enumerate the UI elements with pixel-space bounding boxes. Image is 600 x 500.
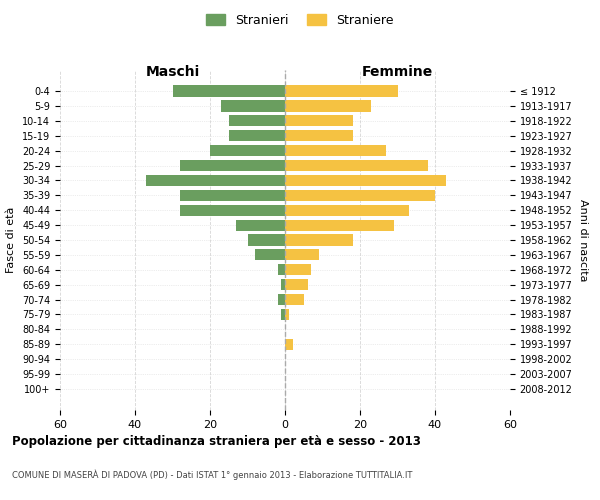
Bar [285, 86, 398, 96]
Text: COMUNE DI MASERÀ DI PADOVA (PD) - Dati ISTAT 1° gennaio 2013 - Elaborazione TUTT: COMUNE DI MASERÀ DI PADOVA (PD) - Dati I… [12, 470, 412, 480]
Bar [277, 294, 285, 305]
Bar [285, 100, 371, 112]
Text: Maschi: Maschi [145, 65, 200, 79]
Text: Popolazione per cittadinanza straniera per età e sesso - 2013: Popolazione per cittadinanza straniera p… [12, 435, 421, 448]
Bar [173, 86, 285, 96]
Bar [285, 130, 353, 141]
Bar [229, 115, 285, 126]
Bar [285, 309, 289, 320]
Bar [210, 145, 285, 156]
Text: Femmine: Femmine [362, 65, 433, 79]
Bar [236, 220, 285, 230]
Bar [285, 175, 446, 186]
Bar [146, 175, 285, 186]
Bar [281, 279, 285, 290]
Bar [248, 234, 285, 246]
Bar [180, 160, 285, 171]
Bar [285, 145, 386, 156]
Y-axis label: Fasce di età: Fasce di età [7, 207, 16, 273]
Bar [285, 234, 353, 246]
Bar [229, 130, 285, 141]
Bar [277, 264, 285, 276]
Bar [285, 279, 308, 290]
Y-axis label: Anni di nascita: Anni di nascita [578, 198, 588, 281]
Bar [180, 204, 285, 216]
Bar [285, 190, 435, 201]
Bar [285, 220, 394, 230]
Bar [285, 250, 319, 260]
Bar [180, 190, 285, 201]
Bar [285, 160, 427, 171]
Bar [285, 338, 293, 350]
Bar [221, 100, 285, 112]
Bar [285, 115, 353, 126]
Legend: Stranieri, Straniere: Stranieri, Straniere [202, 8, 398, 32]
Bar [281, 309, 285, 320]
Bar [285, 264, 311, 276]
Bar [255, 250, 285, 260]
Bar [285, 294, 304, 305]
Bar [285, 204, 409, 216]
